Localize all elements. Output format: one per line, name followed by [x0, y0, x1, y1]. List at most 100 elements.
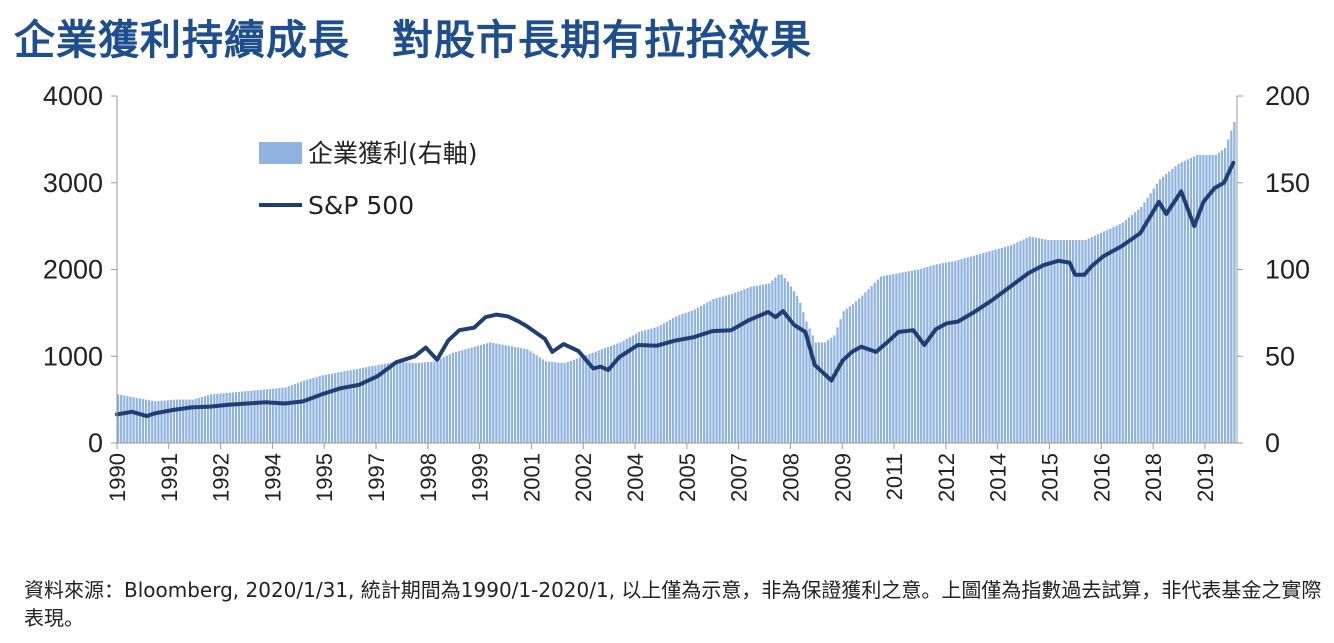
earnings-bar — [1056, 240, 1059, 443]
earnings-bar — [299, 381, 303, 443]
earnings-bar — [374, 365, 377, 443]
earnings-bar — [898, 272, 901, 443]
earnings-bar — [991, 250, 994, 443]
x-tick-label: 1992 — [209, 453, 234, 502]
earnings-bar — [827, 340, 830, 443]
earnings-bar — [706, 302, 709, 443]
earnings-bar — [690, 310, 693, 443]
earnings-bar — [411, 362, 414, 443]
earnings-bar — [482, 344, 486, 443]
earnings-bar — [213, 394, 216, 443]
earnings-bar — [814, 342, 817, 443]
earnings-bar — [1065, 240, 1069, 443]
earnings-bar — [966, 257, 969, 443]
earnings-bar — [634, 333, 638, 443]
earnings-bar — [727, 294, 731, 443]
x-tick-label: 2008 — [779, 453, 804, 502]
earnings-bar — [783, 278, 786, 443]
earnings-bar — [340, 371, 343, 443]
earnings-bar — [935, 264, 938, 443]
earnings-bar — [628, 337, 631, 443]
earnings-bar — [603, 348, 607, 443]
earnings-bar — [377, 364, 380, 443]
earnings-bar — [985, 252, 988, 443]
earnings-bar — [740, 290, 743, 443]
x-tick-label: 2011 — [882, 453, 907, 500]
earnings-bar — [1152, 188, 1155, 443]
earnings-bar — [873, 282, 876, 443]
earnings-bar — [659, 325, 662, 443]
earnings-bar — [892, 274, 895, 443]
earnings-bar — [175, 399, 179, 444]
earnings-bar — [467, 348, 470, 443]
earnings-bar — [1146, 197, 1149, 443]
earnings-bar — [585, 355, 588, 443]
earnings-bar — [144, 399, 148, 443]
earnings-bar — [423, 362, 427, 443]
earnings-bar — [1208, 154, 1211, 444]
earnings-bar — [724, 295, 727, 443]
earnings-bar — [913, 270, 917, 443]
earnings-bar — [557, 362, 560, 443]
earnings-bar — [504, 345, 507, 443]
earnings-bar — [734, 292, 737, 443]
earnings-bar — [1096, 234, 1100, 443]
earnings-bar — [436, 360, 439, 443]
x-tick-label: 2002 — [571, 453, 596, 502]
earnings-bar — [303, 380, 306, 443]
earnings-bar — [703, 304, 706, 443]
earnings-bar — [848, 306, 852, 443]
x-tick-label: 2018 — [1141, 453, 1166, 502]
earnings-bar — [123, 395, 126, 443]
earnings-bar — [616, 343, 619, 443]
earnings-bar — [786, 281, 789, 443]
earnings-bar — [647, 329, 650, 443]
earnings-bar — [1087, 238, 1090, 443]
earnings-bar — [879, 276, 883, 443]
earnings-bar — [194, 398, 197, 443]
earnings-bar — [259, 389, 262, 443]
x-tick-label: 2016 — [1089, 453, 1114, 502]
earnings-bar — [622, 340, 625, 443]
x-tick-label: 1998 — [416, 453, 441, 502]
earnings-bar — [464, 349, 467, 443]
y-left-tick-label: 4000 — [43, 81, 103, 111]
earnings-bar — [498, 344, 501, 443]
earnings-bar — [675, 316, 678, 443]
earnings-bar — [1149, 193, 1152, 443]
earnings-bar — [1230, 130, 1233, 443]
earnings-bar — [1183, 160, 1186, 443]
earnings-bar — [699, 305, 703, 443]
earnings-bar — [597, 350, 600, 443]
earnings-bar — [361, 367, 365, 443]
earnings-bar — [523, 348, 526, 443]
earnings-bar — [265, 389, 269, 443]
legend-bar-label: 企業獲利(右軸) — [308, 139, 478, 168]
earnings-bar — [641, 331, 644, 443]
earnings-bar — [696, 307, 700, 443]
earnings-bar — [864, 292, 867, 443]
earnings-bar — [1233, 122, 1236, 443]
earnings-bar — [380, 364, 383, 443]
earnings-bar — [241, 391, 244, 443]
earnings-bar — [774, 277, 777, 443]
earnings-bar — [761, 284, 765, 443]
earnings-bar — [954, 260, 957, 443]
earnings-bar — [355, 368, 358, 443]
earnings-bar — [789, 286, 793, 443]
earnings-bar — [420, 362, 424, 443]
earnings-bar — [172, 399, 176, 443]
earnings-bar — [610, 345, 613, 443]
earnings-bar — [1010, 245, 1013, 443]
earnings-bar — [247, 390, 250, 443]
earnings-bar — [433, 361, 436, 443]
earnings-bar — [963, 258, 966, 443]
x-tick-label: 2014 — [986, 453, 1011, 502]
earnings-bar — [957, 259, 960, 443]
x-tick-label: 2007 — [727, 453, 752, 502]
earnings-bar — [1099, 232, 1103, 443]
earnings-bar — [923, 267, 926, 443]
earnings-bar — [889, 274, 892, 443]
earnings-bar — [349, 370, 352, 443]
earnings-bar — [461, 350, 464, 443]
